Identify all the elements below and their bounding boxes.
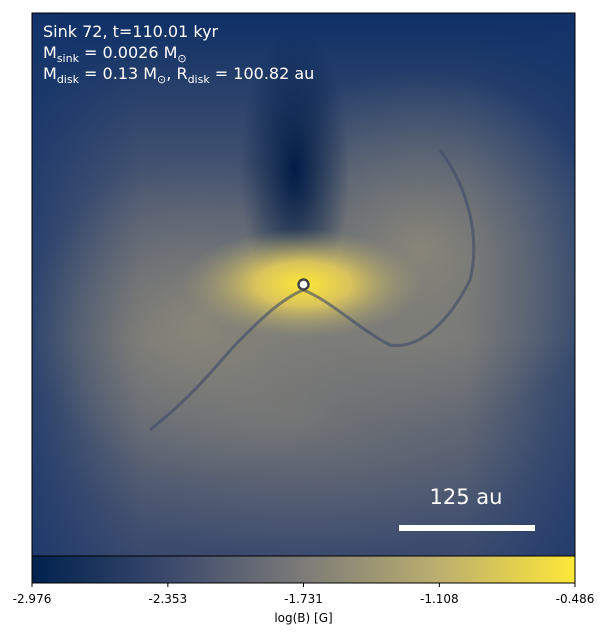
colorbar-tick-label: -2.976: [13, 592, 52, 606]
annotation-subscript: sink: [57, 52, 80, 65]
scale-bar: [399, 525, 535, 531]
annotation: Mdisk = 0.13 M⊙, Rdisk = 100.82 au: [43, 64, 314, 86]
colorbar-tick-label: -1.731: [284, 592, 323, 606]
annotation-text: Sink 72, t=110.01 kyr: [43, 22, 219, 41]
annotation-text: = 0.0026 M: [79, 43, 177, 62]
annotation-subscript: disk: [57, 73, 80, 86]
annotation-text: M: [43, 43, 57, 62]
colorbar: [31, 555, 576, 584]
colorbar-tick-label: -1.108: [420, 592, 459, 606]
annotation-text: , R: [166, 64, 187, 83]
annotation-text: = 0.13 M: [79, 64, 157, 83]
annotation: Sink 72, t=110.01 kyr: [43, 22, 219, 41]
field-image: [32, 13, 575, 556]
colorbar-tick-label: -0.486: [556, 592, 595, 606]
colorbar-tick-label: -2.353: [149, 592, 188, 606]
colorbar-label: log(B) [G]: [274, 611, 332, 625]
annotation-subscript: ⊙: [157, 73, 166, 86]
annotation-text: = 100.82 au: [210, 64, 315, 83]
sink-marker: [297, 278, 310, 291]
annotation: Msink = 0.0026 M⊙: [43, 43, 187, 65]
annotation-subscript: ⊙: [177, 52, 186, 65]
scale-bar-label: 125 au: [430, 485, 503, 509]
annotation-subscript: disk: [188, 73, 211, 86]
annotation-text: M: [43, 64, 57, 83]
colorbar-ticks: -2.976 -2.353 -1.731 -1.108 -0.486: [13, 583, 595, 606]
